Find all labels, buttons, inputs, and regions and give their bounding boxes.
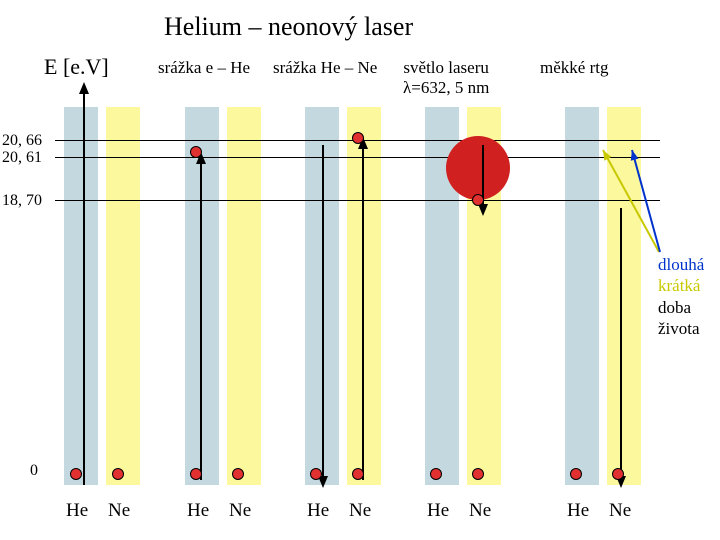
- electron-dot: [472, 194, 484, 206]
- electron-dot: [430, 468, 442, 480]
- electron-dot: [612, 468, 624, 480]
- electron-dot: [570, 468, 582, 480]
- diagonal-arrows: [0, 0, 720, 540]
- energy-level-label: 20, 66: [2, 132, 42, 150]
- lifetime-legend-line: doba: [658, 297, 704, 318]
- electron-dot: [352, 468, 364, 480]
- electron-dot: [190, 146, 202, 158]
- energy-level-label: 20, 61: [2, 149, 42, 167]
- electron-dot: [232, 468, 244, 480]
- electron-dot: [190, 468, 202, 480]
- electron-dot: [70, 468, 82, 480]
- energy-level-label: 18, 70: [2, 192, 42, 210]
- lifetime-legend-line: života: [658, 318, 704, 339]
- electron-dot: [310, 468, 322, 480]
- lifetime-legend-line: dlouhá: [658, 254, 704, 275]
- electron-dot: [472, 468, 484, 480]
- energy-level-label: 0: [30, 462, 38, 480]
- electron-dot: [352, 132, 364, 144]
- electron-dot: [112, 468, 124, 480]
- lifetime-legend-line: krátká: [658, 275, 704, 296]
- lifetime-legend: dlouhákrátkádobaživota: [658, 254, 704, 339]
